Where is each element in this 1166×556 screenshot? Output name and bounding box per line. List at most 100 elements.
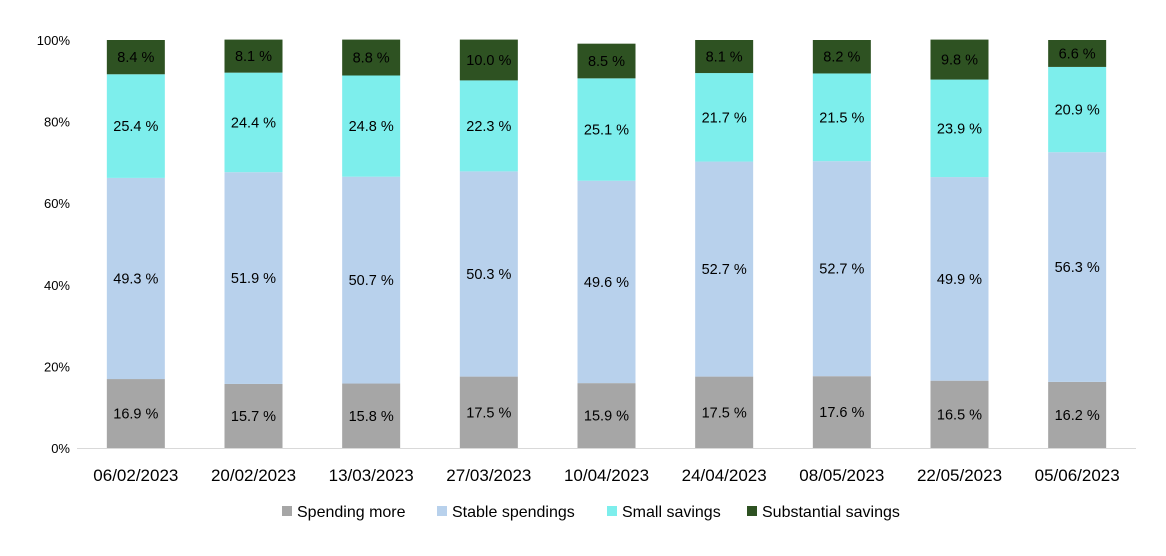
x-tick-label: 20/02/2023 [211, 466, 296, 485]
bar-segment-substantial-savings [342, 39, 401, 76]
data-label: 20.9 % [1055, 103, 1100, 119]
bar-segment-stable-spendings [577, 180, 636, 384]
bar-segment-spending-more [106, 379, 165, 448]
data-label: 52.7 % [819, 262, 864, 278]
bar-segment-substantial-savings [812, 40, 871, 74]
y-tick-label: 20% [44, 359, 70, 374]
bar-segment-stable-spendings [342, 176, 401, 384]
data-label: 51.9 % [231, 271, 276, 287]
data-label: 17.6 % [819, 405, 864, 421]
bar-segment-spending-more [577, 383, 636, 448]
data-label: 24.8 % [349, 119, 394, 135]
data-label: 49.6 % [584, 275, 629, 291]
bar-segment-small-savings [577, 78, 636, 181]
data-label: 49.3 % [113, 271, 158, 287]
data-label: 16.9 % [113, 407, 158, 423]
bar-segment-spending-more [224, 383, 283, 448]
data-label: 8.8 % [353, 51, 390, 67]
x-tick-label: 06/02/2023 [93, 466, 178, 485]
bar-segment-small-savings [930, 79, 989, 178]
data-label: 6.6 % [1059, 46, 1096, 62]
data-label: 8.5 % [588, 54, 625, 70]
x-tick-label: 05/06/2023 [1035, 466, 1120, 485]
y-tick-label: 60% [44, 196, 70, 211]
bar-segment-small-savings [1048, 66, 1107, 153]
bar-segment-stable-spendings [224, 172, 283, 384]
data-label: 15.9 % [584, 409, 629, 425]
bar-segment-small-savings [695, 73, 754, 162]
data-label: 15.7 % [231, 409, 276, 425]
bar-segment-substantial-savings [930, 39, 989, 80]
x-tick-label: 08/05/2023 [799, 466, 884, 485]
legend-swatch [747, 506, 757, 516]
data-label: 56.3 % [1055, 260, 1100, 276]
bar-segment-spending-more [342, 383, 401, 448]
data-label: 22.3 % [466, 119, 511, 135]
y-tick-label: 40% [44, 278, 70, 293]
bar-segment-stable-spendings [812, 161, 871, 377]
data-label: 25.4 % [113, 119, 158, 135]
bar-segment-substantial-savings [1048, 40, 1107, 67]
y-axis: 0% 20% 40% 60% 80% 100% [37, 33, 71, 456]
bar-segment-substantial-savings [106, 40, 165, 75]
bar-segment-substantial-savings [459, 39, 518, 81]
legend-label: Stable spendings [452, 504, 575, 521]
data-label: 49.9 % [937, 272, 982, 288]
data-label: 25.1 % [584, 123, 629, 139]
data-label: 24.4 % [231, 115, 276, 131]
legend-label: Spending more [297, 504, 406, 521]
legend-swatch [607, 506, 617, 516]
data-label: 15.8 % [349, 409, 394, 425]
bar-segment-spending-more [812, 376, 871, 448]
legend-label: Small savings [622, 504, 721, 521]
y-tick-label: 80% [44, 115, 70, 130]
bar-segment-small-savings [224, 72, 283, 173]
x-tick-label: 27/03/2023 [446, 466, 531, 485]
bar-segment-stable-spendings [695, 161, 754, 377]
bar-segment-stable-spendings [1048, 152, 1107, 382]
data-label: 21.7 % [702, 110, 747, 126]
bar-segment-small-savings [812, 73, 871, 162]
bar-segment-small-savings [459, 80, 518, 172]
data-label: 8.4 % [117, 50, 154, 66]
data-label: 23.9 % [937, 121, 982, 137]
bar-segment-stable-spendings [459, 171, 518, 377]
legend-swatch [282, 506, 292, 516]
bar-segment-stable-spendings [930, 177, 989, 381]
data-label: 10.0 % [466, 53, 511, 69]
bars: 16.9 % 49.3 % 25.4 % 8.4 % 15.7 % 51.9 % 24.4 … [106, 39, 1107, 448]
bar-segment-spending-more [695, 376, 754, 448]
bar-segment-small-savings [106, 74, 165, 178]
data-label: 8.1 % [706, 50, 743, 66]
bar-segment-substantial-savings [577, 43, 636, 79]
x-tick-label: 13/03/2023 [329, 466, 414, 485]
x-axis: 06/02/2023 20/02/2023 13/03/2023 27/03/2023… [93, 466, 1119, 485]
legend: Spending more Stable spendings Small savin… [282, 504, 900, 521]
bar-segment-spending-more [459, 376, 518, 448]
bar-segment-substantial-savings [695, 40, 754, 74]
data-label: 8.2 % [823, 50, 860, 66]
bar-segment-substantial-savings [224, 39, 283, 73]
data-label: 50.3 % [466, 267, 511, 283]
data-label: 21.5 % [819, 110, 864, 126]
data-label: 52.7 % [702, 262, 747, 278]
y-tick-label: 100% [37, 33, 71, 48]
bar-segment-stable-spendings [106, 177, 165, 380]
x-tick-label: 10/04/2023 [564, 466, 649, 485]
data-label: 50.7 % [349, 273, 394, 289]
data-label: 16.5 % [937, 407, 982, 423]
data-label: 8.1 % [235, 49, 272, 65]
legend-swatch [437, 506, 447, 516]
data-label: 17.5 % [466, 405, 511, 421]
bar-segment-spending-more [1048, 381, 1107, 448]
x-tick-label: 22/05/2023 [917, 466, 1002, 485]
data-label: 9.8 % [941, 53, 978, 69]
bar-segment-spending-more [930, 380, 989, 448]
data-label: 17.5 % [702, 405, 747, 421]
x-tick-label: 24/04/2023 [682, 466, 767, 485]
legend-label: Substantial savings [762, 504, 900, 521]
bar-segment-small-savings [342, 75, 401, 177]
y-tick-label: 0% [51, 441, 70, 456]
data-label: 16.2 % [1055, 408, 1100, 424]
